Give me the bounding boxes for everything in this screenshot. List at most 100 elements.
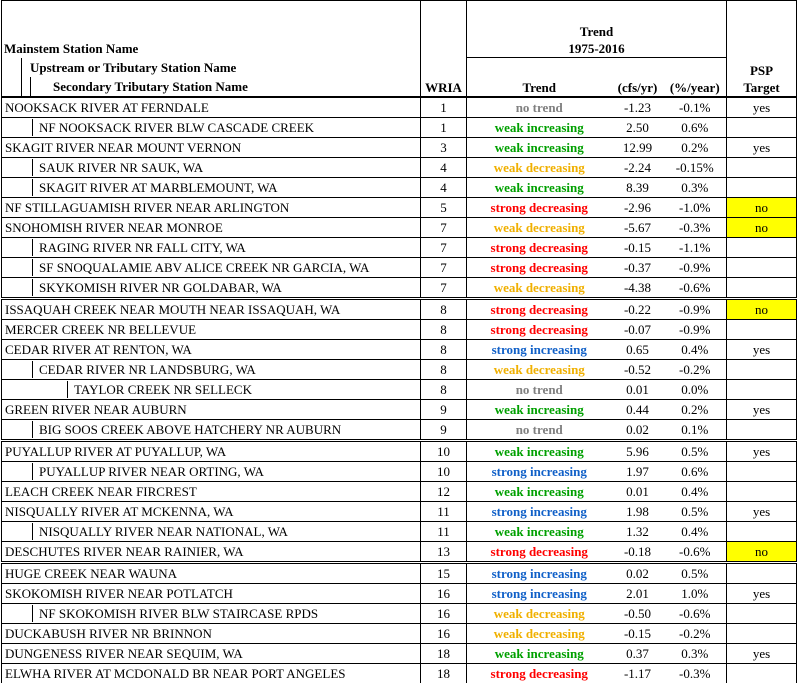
- psp-target-cell: [727, 624, 797, 644]
- cfs-column-header: (cfs/yr): [612, 58, 664, 98]
- secondary-tributary-header: Secondary Tributary Station Name: [30, 77, 248, 96]
- mainstem-header: Mainstem Station Name: [4, 39, 420, 58]
- trend-cell: weak decreasing: [467, 624, 612, 644]
- station-name-cell: CEDAR RIVER AT RENTON, WA: [2, 340, 421, 360]
- wria-cell: 9: [421, 400, 467, 420]
- cfs-cell: 0.65: [612, 340, 664, 360]
- cfs-cell: -0.52: [612, 360, 664, 380]
- trend-cell: no trend: [467, 380, 612, 400]
- psp-target-cell: yes: [727, 644, 797, 664]
- station-name: SKAGIT RIVER NEAR MOUNT VERNON: [5, 139, 241, 156]
- station-name: PUYALLUP RIVER NEAR ORTING, WA: [32, 463, 264, 480]
- station-name: SKYKOMISH RIVER NR GOLDABAR, WA: [32, 279, 282, 296]
- trend-title: Trend: [467, 23, 726, 40]
- trend-cell: strong increasing: [467, 502, 612, 522]
- station-name: PUYALLUP RIVER AT PUYALLUP, WA: [5, 443, 226, 460]
- trend-cell: strong increasing: [467, 563, 612, 584]
- table-row: SF SNOQUALAMIE ABV ALICE CREEK NR GARCIA…: [2, 258, 797, 278]
- pct-cell: 0.4%: [664, 522, 727, 542]
- station-name: SF SNOQUALAMIE ABV ALICE CREEK NR GARCIA…: [32, 259, 369, 276]
- wria-cell: 7: [421, 278, 467, 299]
- trend-cell: weak decreasing: [467, 604, 612, 624]
- psp-target-cell: [727, 278, 797, 299]
- trend-column-header: Trend: [467, 58, 612, 98]
- cfs-cell: -0.15: [612, 238, 664, 258]
- wria-cell: 18: [421, 664, 467, 683]
- station-name: NF STILLAGUAMISH RIVER NEAR ARLINGTON: [5, 199, 289, 216]
- psp-target-cell: no: [727, 198, 797, 218]
- table-row: ISSAQUAH CREEK NEAR MOUTH NEAR ISSAQUAH,…: [2, 299, 797, 320]
- psp-target-cell: no: [727, 542, 797, 563]
- cfs-cell: 2.01: [612, 584, 664, 604]
- station-name: TAYLOR CREEK NR SELLECK: [67, 381, 252, 398]
- station-name-cell: ELWHA RIVER AT MCDONALD BR NEAR PORT ANG…: [2, 664, 421, 683]
- cfs-cell: -2.24: [612, 158, 664, 178]
- station-name: GREEN RIVER NEAR AUBURN: [5, 401, 187, 418]
- psp-target-cell: yes: [727, 340, 797, 360]
- cfs-cell: 0.01: [612, 380, 664, 400]
- wria-cell: 7: [421, 218, 467, 238]
- pct-cell: -0.6%: [664, 278, 727, 299]
- psp-target-cell: [727, 604, 797, 624]
- station-name: DUNGENESS RIVER NEAR SEQUIM, WA: [5, 645, 243, 662]
- pct-cell: -0.9%: [664, 299, 727, 320]
- psp-target-cell: yes: [727, 97, 797, 118]
- station-name: RAGING RIVER NR FALL CITY, WA: [32, 239, 246, 256]
- cfs-cell: -1.17: [612, 664, 664, 683]
- psp-target-cell: [727, 563, 797, 584]
- pct-cell: 0.3%: [664, 644, 727, 664]
- pct-column-header: (%/year): [664, 58, 727, 98]
- station-name: NOOKSACK RIVER AT FERNDALE: [5, 99, 209, 116]
- station-name-cell: GREEN RIVER NEAR AUBURN: [2, 400, 421, 420]
- psp-target-cell: [727, 258, 797, 278]
- station-name-cell: NF STILLAGUAMISH RIVER NEAR ARLINGTON: [2, 198, 421, 218]
- psp-target-cell: yes: [727, 400, 797, 420]
- station-name-cell: DESCHUTES RIVER NEAR RAINIER, WA: [2, 542, 421, 563]
- station-name: DUCKABUSH RIVER NR BRINNON: [5, 625, 212, 642]
- cfs-cell: -0.15: [612, 624, 664, 644]
- psp-target-cell: yes: [727, 502, 797, 522]
- psp-target-cell: [727, 118, 797, 138]
- pct-cell: -0.6%: [664, 604, 727, 624]
- pct-cell: -0.9%: [664, 320, 727, 340]
- cfs-cell: 2.50: [612, 118, 664, 138]
- pct-cell: 0.1%: [664, 420, 727, 441]
- station-name: NISQUALLY RIVER NEAR NATIONAL, WA: [32, 523, 288, 540]
- psp-target-cell: yes: [727, 138, 797, 158]
- wria-cell: 4: [421, 178, 467, 198]
- psp-target-cell: [727, 380, 797, 400]
- psp-label: PSP: [727, 62, 796, 79]
- station-name: SNOHOMISH RIVER NEAR MONROE: [5, 219, 223, 236]
- cfs-cell: -0.22: [612, 299, 664, 320]
- wria-cell: 10: [421, 462, 467, 482]
- station-name-cell: TAYLOR CREEK NR SELLECK: [2, 380, 421, 400]
- station-name: DESCHUTES RIVER NEAR RAINIER, WA: [5, 543, 243, 560]
- trend-cell: weak increasing: [467, 178, 612, 198]
- header-row-1: Mainstem Station Name Upstream or Tribut…: [2, 1, 797, 58]
- psp-target-cell: [727, 420, 797, 441]
- trend-cell: weak increasing: [467, 644, 612, 664]
- station-name-cell: MERCER CREEK NR BELLEVUE: [2, 320, 421, 340]
- station-name-cell: ISSAQUAH CREEK NEAR MOUTH NEAR ISSAQUAH,…: [2, 299, 421, 320]
- wria-cell: 8: [421, 340, 467, 360]
- station-name: BIG SOOS CREEK ABOVE HATCHERY NR AUBURN: [32, 421, 341, 438]
- wria-cell: 7: [421, 258, 467, 278]
- cfs-cell: -5.67: [612, 218, 664, 238]
- trend-cell: weak increasing: [467, 138, 612, 158]
- trend-cell: strong increasing: [467, 462, 612, 482]
- station-name: SKOKOMISH RIVER NEAR POTLATCH: [5, 585, 233, 602]
- pct-cell: -0.3%: [664, 664, 727, 683]
- wria-cell: 16: [421, 624, 467, 644]
